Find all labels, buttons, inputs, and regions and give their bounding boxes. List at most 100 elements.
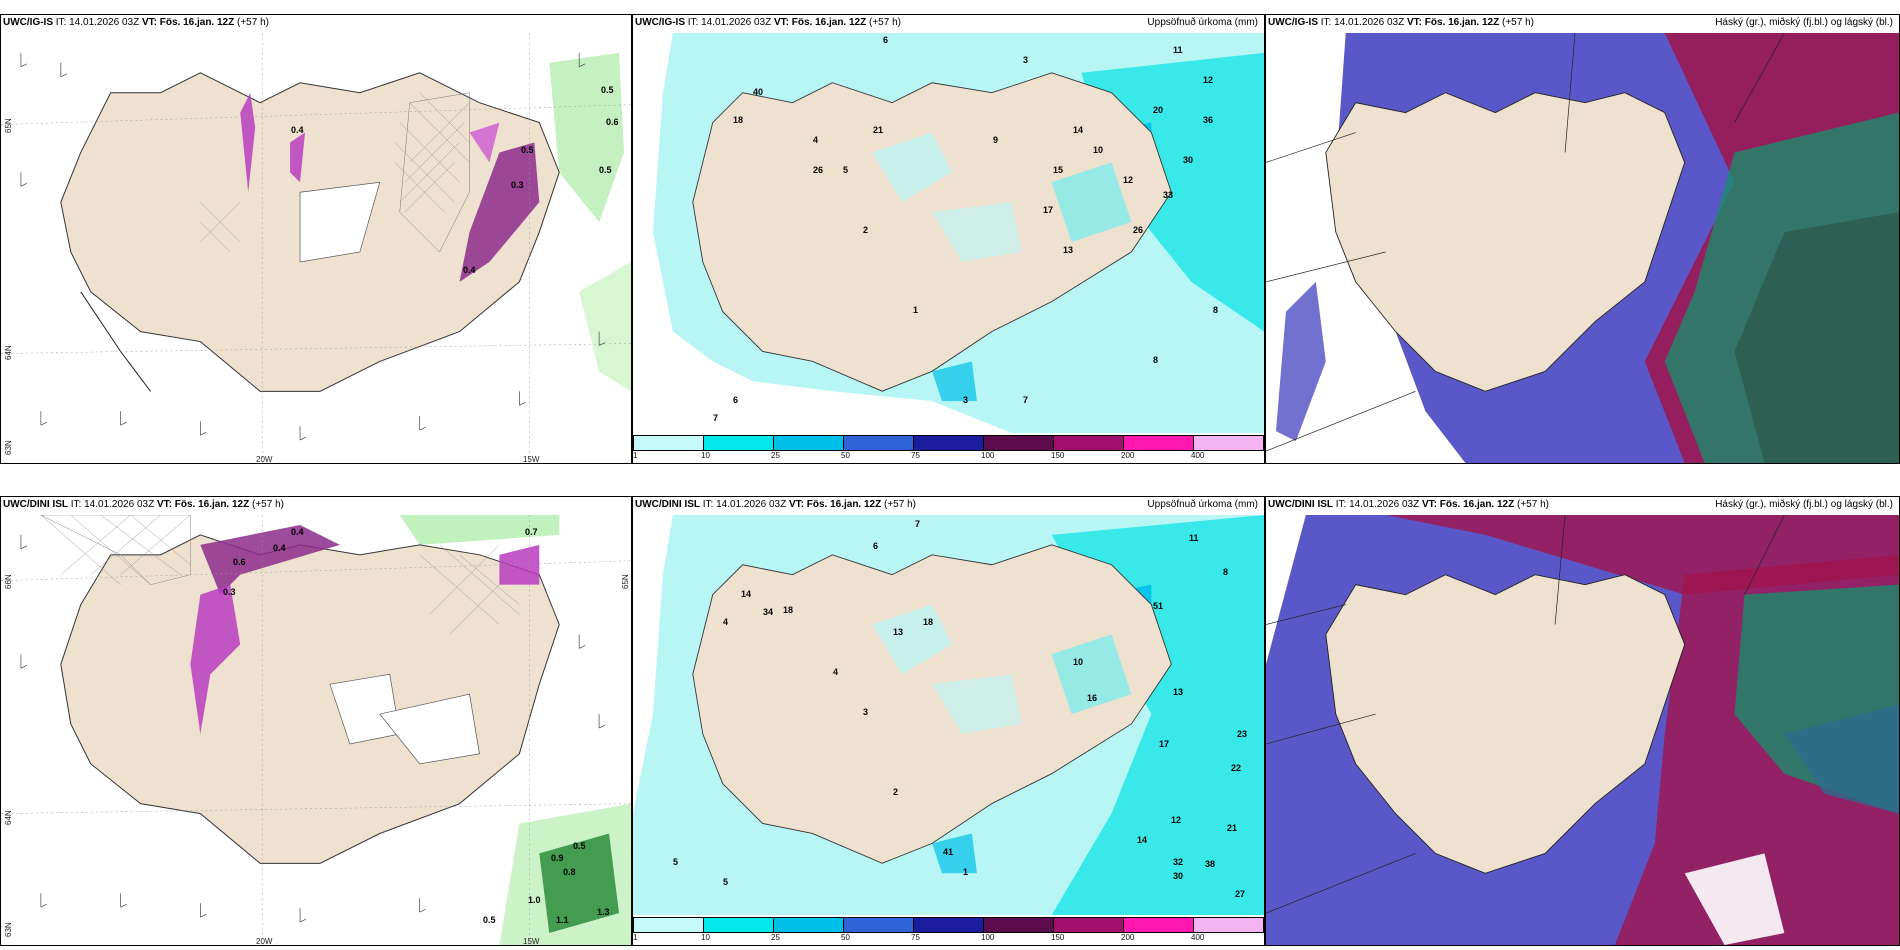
precip-value: 27 (1235, 889, 1246, 899)
precip-value: 40 (753, 87, 764, 97)
colorbar-tick: 50 (841, 451, 850, 460)
precip-value: 4 (833, 667, 839, 677)
precip-value: 2 (893, 787, 899, 797)
colorbar-cell (914, 436, 984, 450)
map-value: 1.1 (556, 915, 569, 925)
precip-value: 5 (723, 877, 729, 887)
panel-right-title: Háský (gr.), miðský (fj.bl.) og lágský (… (1715, 17, 1893, 28)
colorbar-cell (1054, 436, 1124, 450)
colorbar-tick: 200 (1121, 451, 1135, 460)
precip-value: 13 (1173, 687, 1184, 697)
colorbar-tick: 100 (981, 933, 995, 942)
precip-value: 1 (913, 305, 919, 315)
precip-value: 26 (1133, 225, 1144, 235)
precip-value: 4 (813, 135, 819, 145)
colorbar-cell (634, 436, 704, 450)
panel-wind-precip-row2: UWC/DINI ISL IT: 14.01.2026 03Z VT: Fös.… (0, 496, 632, 946)
precip-value: 9 (993, 135, 999, 145)
colorbar-cell (1054, 918, 1124, 932)
map-value: 0.4 (291, 527, 304, 537)
colorbar-tick: 50 (841, 933, 850, 942)
precip-value: 18 (923, 617, 934, 627)
panel-title: UWC/IG-IS IT: 14.01.2026 03Z VT: Fös. 16… (635, 17, 901, 28)
precip-value: 22 (1231, 763, 1242, 773)
wind-barb-map[interactable] (1, 515, 631, 945)
panel-accum-precip-row2: UWC/DINI ISL IT: 14.01.2026 03Z VT: Fös.… (632, 496, 1265, 946)
panel-title: UWC/DINI ISL IT: 14.01.2026 03Z VT: Fös.… (635, 499, 916, 510)
precip-value: 17 (1043, 205, 1054, 215)
precip-value: 8 (1213, 305, 1219, 315)
panel-right-title: Uppsöfnuð úrkoma (mm) (1147, 17, 1258, 28)
map-value: 0.4 (463, 265, 476, 275)
colorbar-tick: 1 (633, 451, 638, 460)
precip-value: 10 (1093, 145, 1104, 155)
colorbar-tick: 100 (981, 451, 995, 460)
cloud-map[interactable] (1266, 33, 1899, 463)
precip-value: 7 (713, 413, 719, 423)
precip-value: 23 (1237, 729, 1248, 739)
colorbar-cells (633, 435, 1264, 451)
colorbar-cell (914, 918, 984, 932)
precip-value: 4 (723, 617, 729, 627)
precip-map[interactable] (633, 515, 1264, 915)
precip-value: 11 (1173, 45, 1183, 55)
precip-value: 30 (1173, 871, 1184, 881)
map-value: 1.0 (528, 895, 541, 905)
precip-value: 41 (943, 847, 954, 857)
map-value: 0.5 (573, 841, 586, 851)
map-value: 0.6 (606, 117, 619, 127)
colorbar-tick: 400 (1191, 933, 1205, 942)
precip-value: 14 (1137, 835, 1148, 845)
precip-value: 12 (1123, 175, 1134, 185)
colorbar-cell (704, 918, 774, 932)
colorbar-tick: 1 (633, 933, 638, 942)
precip-value: 17 (1159, 739, 1170, 749)
precip-value: 6 (883, 35, 889, 45)
colorbar-cell (774, 436, 844, 450)
precip-value: 30 (1183, 155, 1194, 165)
precip-value: 21 (1227, 823, 1238, 833)
precip-value: 8 (1153, 355, 1159, 365)
precip-value: 7 (1023, 395, 1029, 405)
map-value: 0.5 (521, 145, 534, 155)
colorbar-cells (633, 917, 1264, 933)
colorbar-tick: 400 (1191, 451, 1205, 460)
panel-accum-precip-row1: UWC/IG-IS IT: 14.01.2026 03Z VT: Fös. 16… (632, 14, 1265, 464)
colorbar-tick: 75 (911, 933, 920, 942)
precip-map[interactable] (633, 33, 1264, 433)
colorbar-tick: 150 (1051, 451, 1065, 460)
cloud-map[interactable] (1266, 515, 1899, 945)
precip-value: 34 (763, 607, 774, 617)
precip-value: 12 (1203, 75, 1214, 85)
map-value: 0.5 (601, 85, 614, 95)
colorbar-cell (634, 918, 704, 932)
colorbar-cell (984, 918, 1054, 932)
colorbar-cell (984, 436, 1054, 450)
panel-right-title: Uppsöfnuð úrkoma (mm) (1147, 499, 1258, 510)
precip-value: 3 (1023, 55, 1029, 65)
lat-label-65n: 65N (4, 118, 13, 133)
precip-value: 2 (863, 225, 869, 235)
precip-value: 1 (963, 867, 969, 877)
panel-title: UWC/DINI ISL IT: 14.01.2026 03Z VT: Fös.… (1268, 499, 1549, 510)
map-value: 0.3 (223, 587, 236, 597)
wind-barb-map[interactable] (1, 33, 631, 463)
colorbar-tick: 10 (701, 451, 710, 460)
map-value: 0.6 (233, 557, 246, 567)
colorbar-cell (1124, 436, 1194, 450)
precip-value: 18 (733, 115, 744, 125)
precip-value: 33 (1163, 190, 1174, 200)
lon-label-15w: 15W (523, 937, 540, 946)
colorbar-cell (1124, 918, 1194, 932)
panel-title: UWC/IG-IS IT: 14.01.2026 03Z VT: Fös. 16… (3, 17, 269, 28)
map-value: 0.4 (273, 543, 286, 553)
map-value: 0.4 (291, 125, 304, 135)
map-value: 0.3 (511, 180, 524, 190)
precip-value: 15 (1053, 165, 1064, 175)
colorbar-tick: 25 (771, 451, 780, 460)
precip-value: 13 (1063, 245, 1074, 255)
precip-value: 3 (863, 707, 869, 717)
precip-value: 51 (1153, 601, 1164, 611)
precip-value: 12 (1171, 815, 1182, 825)
precip-value: 8 (1223, 567, 1229, 577)
